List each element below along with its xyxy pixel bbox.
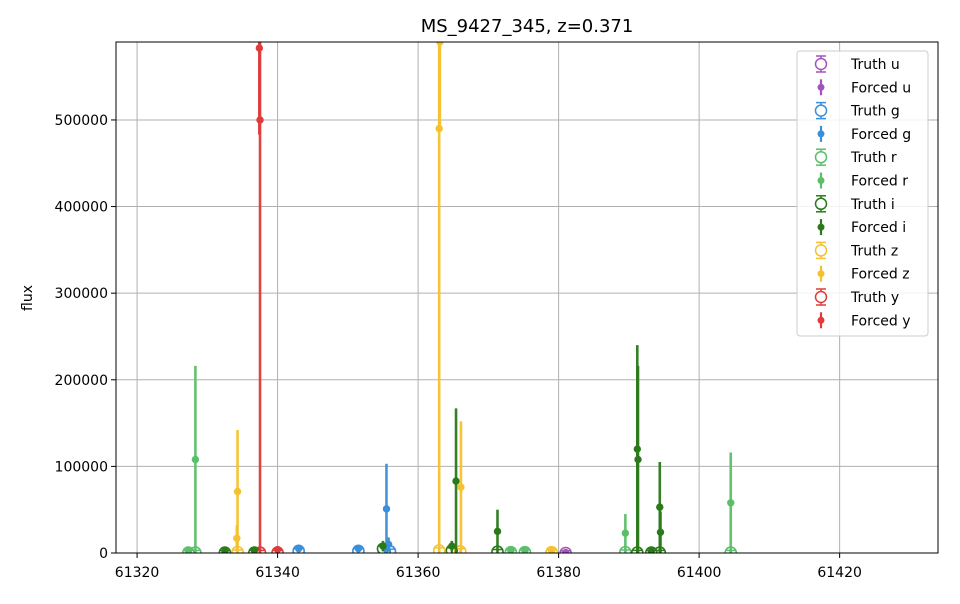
- y-axis-label: flux: [20, 285, 36, 311]
- series-forced-z: [233, 42, 556, 553]
- legend-label: Forced g: [851, 127, 911, 143]
- forced-point: [656, 528, 665, 536]
- y-tick-label: 300000: [55, 286, 108, 302]
- x-tick-label: 61340: [255, 565, 300, 581]
- series-forced-g: [294, 463, 393, 553]
- legend-entry: Forced u: [817, 79, 911, 96]
- forced-point: [521, 546, 529, 553]
- legend-marker: [817, 316, 825, 324]
- forced-point: [382, 505, 391, 513]
- forced-point: [621, 529, 630, 537]
- legend-marker: [817, 177, 825, 184]
- legend-marker: [817, 270, 825, 278]
- forced-point: [435, 124, 443, 133]
- forced-point: [379, 542, 387, 550]
- x-tick-label: 61320: [115, 565, 160, 581]
- legend-marker: [814, 57, 828, 71]
- legend-entry: Truth g: [814, 101, 900, 120]
- y-tick-label: 0: [99, 546, 108, 562]
- plot-data: [182, 42, 738, 553]
- series-forced-r: [184, 365, 735, 553]
- forced-point: [256, 116, 264, 124]
- plot-frame: [115, 41, 939, 554]
- legend-entry: Truth y: [814, 288, 899, 306]
- legend-label: Truth g: [850, 104, 900, 120]
- forced-point: [191, 455, 200, 464]
- legend-label: Truth r: [850, 150, 897, 166]
- forced-point: [452, 477, 460, 485]
- y-tick-label: 100000: [55, 459, 108, 475]
- forced-point: [294, 544, 303, 553]
- legend-marker: [814, 197, 828, 211]
- legend-marker: [817, 83, 825, 91]
- legend-entry: Forced y: [817, 312, 911, 329]
- legend-entry: Truth i: [814, 195, 895, 213]
- y-tick-label: 200000: [55, 373, 108, 389]
- legend-label: Truth u: [850, 57, 900, 73]
- legend-marker: [814, 290, 828, 304]
- forced-point: [493, 527, 502, 536]
- legend-label: Forced y: [851, 313, 911, 329]
- chart-title: MS_9427_345, z=0.371: [421, 16, 634, 37]
- forced-point: [457, 483, 465, 491]
- forced-point: [184, 547, 193, 553]
- legend-label: Forced z: [851, 267, 910, 283]
- forced-point: [656, 503, 664, 511]
- forced-point: [634, 455, 642, 464]
- legend-marker: [817, 223, 825, 231]
- forced-point: [221, 547, 229, 553]
- forced-point: [727, 499, 735, 507]
- series-forced-i: [221, 345, 665, 553]
- x-tick-label: 61400: [677, 565, 722, 581]
- legend-entry: Truth u: [814, 55, 900, 73]
- forced-point: [233, 534, 241, 542]
- y-tick-label: 500000: [55, 113, 108, 129]
- legend-label: Truth i: [850, 197, 895, 213]
- forced-point: [250, 546, 259, 553]
- legend-entry: Forced i: [817, 219, 906, 236]
- legend-label: Truth z: [850, 243, 898, 259]
- series-forced-y: [255, 42, 282, 553]
- legend-entry: Forced r: [817, 172, 908, 190]
- forced-point: [547, 546, 556, 553]
- truth-point: [504, 545, 518, 553]
- legend-label: Forced i: [851, 220, 906, 236]
- legend-label: Forced u: [851, 80, 911, 96]
- x-tick-label: 61360: [396, 565, 441, 581]
- forced-point: [647, 547, 656, 553]
- legend-entry: Truth r: [814, 148, 897, 166]
- legend-entry: Truth z: [814, 241, 898, 259]
- forced-point: [273, 545, 282, 553]
- legend-label: Truth y: [850, 290, 899, 306]
- y-tick-label: 400000: [55, 200, 108, 216]
- forced-point: [354, 544, 363, 553]
- x-tick-label: 61380: [536, 565, 581, 581]
- legend-entry: Forced z: [817, 265, 910, 283]
- legend-marker: [817, 130, 825, 138]
- truth-point: [545, 545, 558, 553]
- legend-marker: [814, 150, 828, 164]
- legend-label: Forced r: [851, 174, 908, 190]
- axis-ticks: 61320 61340 61360 61380 61400 61420 0 100000 200…: [55, 113, 862, 581]
- legend-box: [796, 50, 929, 337]
- truth-point: [518, 545, 532, 553]
- truth-point: [559, 546, 572, 553]
- legend-entry: Forced g: [817, 125, 911, 143]
- forced-point: [448, 542, 456, 550]
- forced-point: [507, 546, 515, 553]
- legend: Truth u Forced u Truth g Forced g Truth r For…: [796, 50, 929, 337]
- legend-marker: [814, 244, 828, 257]
- legend-marker: [814, 104, 828, 117]
- forced-point: [233, 487, 242, 496]
- x-tick-label: 61420: [817, 565, 862, 581]
